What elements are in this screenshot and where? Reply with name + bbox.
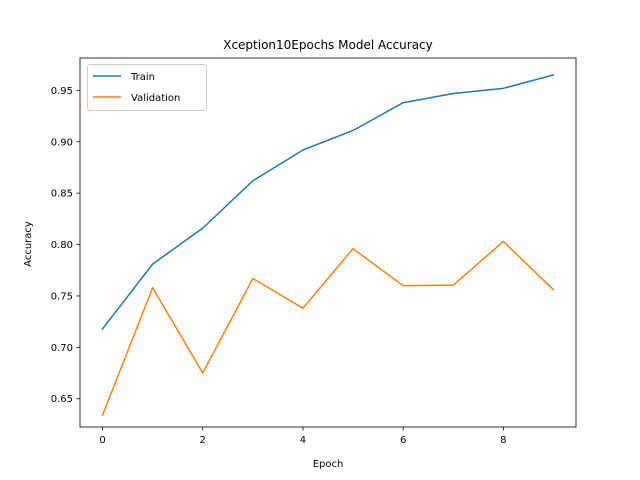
plot-background	[80, 58, 576, 427]
y-tick-label: 0.90	[51, 137, 73, 148]
y-tick-label: 0.70	[51, 343, 73, 354]
legend-label-train: Train	[130, 72, 155, 83]
axes-frame	[79, 57, 577, 428]
x-tick-label: 6	[400, 435, 406, 446]
x-tick-label: 0	[99, 435, 105, 446]
x-tick-label: 4	[300, 435, 306, 446]
series-line-train	[101, 74, 555, 330]
ticks-layer: 0 2 4 6 8 0.65 0.70 0.75 0.80 0.85 0.90 0.95	[51, 86, 507, 446]
y-tick-label: 0.75	[51, 291, 73, 302]
y-tick-label: 0.85	[51, 189, 73, 200]
legend-label-validation: Validation	[131, 93, 180, 104]
plot-area	[80, 58, 576, 427]
legend: Train Validation	[87, 64, 207, 111]
series-layer	[101, 74, 555, 417]
series-line-validation	[101, 240, 555, 417]
y-axis-label: Accuracy	[23, 221, 34, 267]
chart-title: Xception10Epochs Model Accuracy	[223, 38, 433, 52]
x-tick-label: 8	[500, 435, 506, 446]
y-tick-label: 0.80	[51, 240, 73, 251]
x-axis-label: Epoch	[313, 459, 344, 470]
axes-spines	[79, 57, 577, 428]
y-tick-label: 0.65	[51, 394, 73, 405]
y-tick-label: 0.95	[51, 86, 73, 97]
x-tick-label: 2	[200, 435, 206, 446]
